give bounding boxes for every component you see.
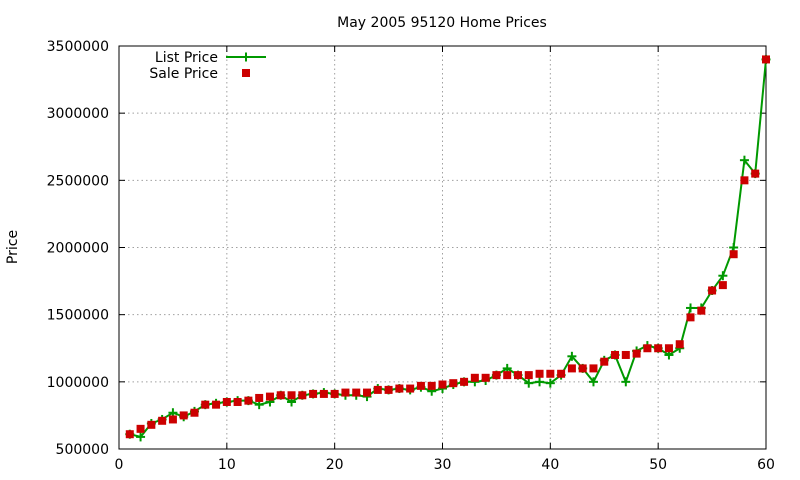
list-price-point — [567, 351, 577, 361]
axis-ticks — [118, 45, 767, 450]
x-tick-label: 30 — [434, 457, 452, 473]
list-price-point — [621, 377, 631, 387]
sale-price-point — [718, 281, 727, 290]
sale-price-point — [201, 400, 210, 409]
sale-price-point — [664, 344, 673, 353]
sale-price-point — [373, 385, 382, 394]
sale-price-point — [567, 364, 576, 373]
legend-square-swatch — [242, 69, 250, 77]
sale-price-point — [309, 389, 318, 398]
y-tick-label: 3000000 — [47, 106, 109, 122]
y-tick-label: 2000000 — [47, 241, 109, 257]
y-tick-label: 3500000 — [47, 39, 109, 55]
sale-price-point — [125, 430, 134, 439]
sale-price-point — [179, 411, 188, 420]
sale-price-point — [740, 176, 749, 185]
sale-price-point — [416, 381, 425, 390]
sale-price-point — [481, 373, 490, 382]
sale-price-point — [265, 392, 274, 401]
list-price-point — [524, 378, 534, 388]
sale-price-point — [244, 396, 253, 405]
sale-price-point — [352, 388, 361, 397]
list-price-point — [739, 155, 749, 165]
sale-price-point — [255, 393, 264, 402]
sale-price-point — [233, 397, 242, 406]
tick-labels: 0 10 20 30 40 50 60 500000 1000000 1500000 2000000… — [47, 39, 775, 473]
sale-price-point — [438, 380, 447, 389]
sale-price-point — [298, 391, 307, 400]
sale-price-point — [762, 55, 770, 64]
x-tick-label: 0 — [115, 457, 124, 473]
sale-price-point — [460, 377, 469, 386]
chart-title: May 2005 95120 Home Prices — [337, 15, 547, 31]
sale-price-point — [708, 286, 717, 295]
sale-price-point — [600, 357, 609, 366]
sale-price-point — [535, 369, 544, 378]
y-tick-label: 1500000 — [47, 308, 109, 324]
sale-price-point — [686, 313, 695, 322]
sale-price-point — [589, 364, 598, 373]
sale-price-point — [319, 389, 328, 398]
sale-price-point — [557, 369, 566, 378]
x-tick-label: 40 — [541, 457, 559, 473]
x-tick-label: 20 — [326, 457, 344, 473]
sale-price-point — [632, 349, 641, 358]
sale-price-point — [492, 371, 501, 380]
x-tick-label: 10 — [218, 457, 236, 473]
sale-price-point — [158, 416, 167, 425]
sale-price-point — [136, 424, 145, 433]
sale-price-point — [643, 344, 652, 353]
sale-price-point — [546, 369, 555, 378]
y-tick-label: 2500000 — [47, 173, 109, 189]
sale-price-point — [729, 250, 738, 259]
legend-label: Sale Price — [149, 66, 218, 82]
legend-label: List Price — [155, 50, 218, 66]
list-price-point — [686, 303, 696, 313]
sale-price-point — [470, 373, 479, 382]
sale-price-point — [168, 415, 177, 424]
sale-price-point — [212, 400, 221, 409]
sale-price-point — [675, 340, 684, 349]
list-price-point — [136, 432, 146, 442]
sale-price-point — [395, 384, 404, 393]
sale-price-point — [621, 350, 630, 359]
sale-price-point — [406, 384, 415, 393]
list-price-point — [545, 378, 555, 388]
sale-price-point — [190, 408, 199, 417]
sale-price-point — [276, 391, 285, 400]
list-price-point — [718, 271, 728, 281]
x-tick-label: 50 — [649, 457, 667, 473]
sale-price-point — [384, 385, 393, 394]
data-series — [125, 54, 771, 442]
sale-price-point — [578, 364, 587, 373]
y-tick-label: 500000 — [56, 442, 109, 458]
list-price-point — [588, 377, 598, 387]
sale-price-point — [341, 388, 350, 397]
x-tick-label: 60 — [757, 457, 775, 473]
sale-price-point — [222, 397, 231, 406]
y-axis-label: Price — [5, 230, 21, 264]
sale-price-point — [513, 371, 522, 380]
sale-price-point — [751, 169, 760, 178]
sale-price-point — [287, 391, 296, 400]
legend-plus-marker — [241, 52, 251, 62]
y-tick-label: 1000000 — [47, 375, 109, 391]
sale-price-point — [147, 420, 156, 429]
sale-price-point — [611, 350, 620, 359]
sale-price-point — [524, 371, 533, 380]
list-price-line — [129, 59, 767, 439]
sale-price-point — [654, 344, 663, 353]
sale-price-point — [503, 371, 512, 380]
sale-price-point — [330, 389, 339, 398]
sale-price-point — [363, 388, 372, 397]
sale-price-point — [449, 379, 458, 388]
list-price-point — [535, 377, 545, 387]
sale-price-point — [697, 306, 706, 315]
series-sale-price — [125, 55, 770, 439]
sale-price-point — [427, 381, 436, 390]
